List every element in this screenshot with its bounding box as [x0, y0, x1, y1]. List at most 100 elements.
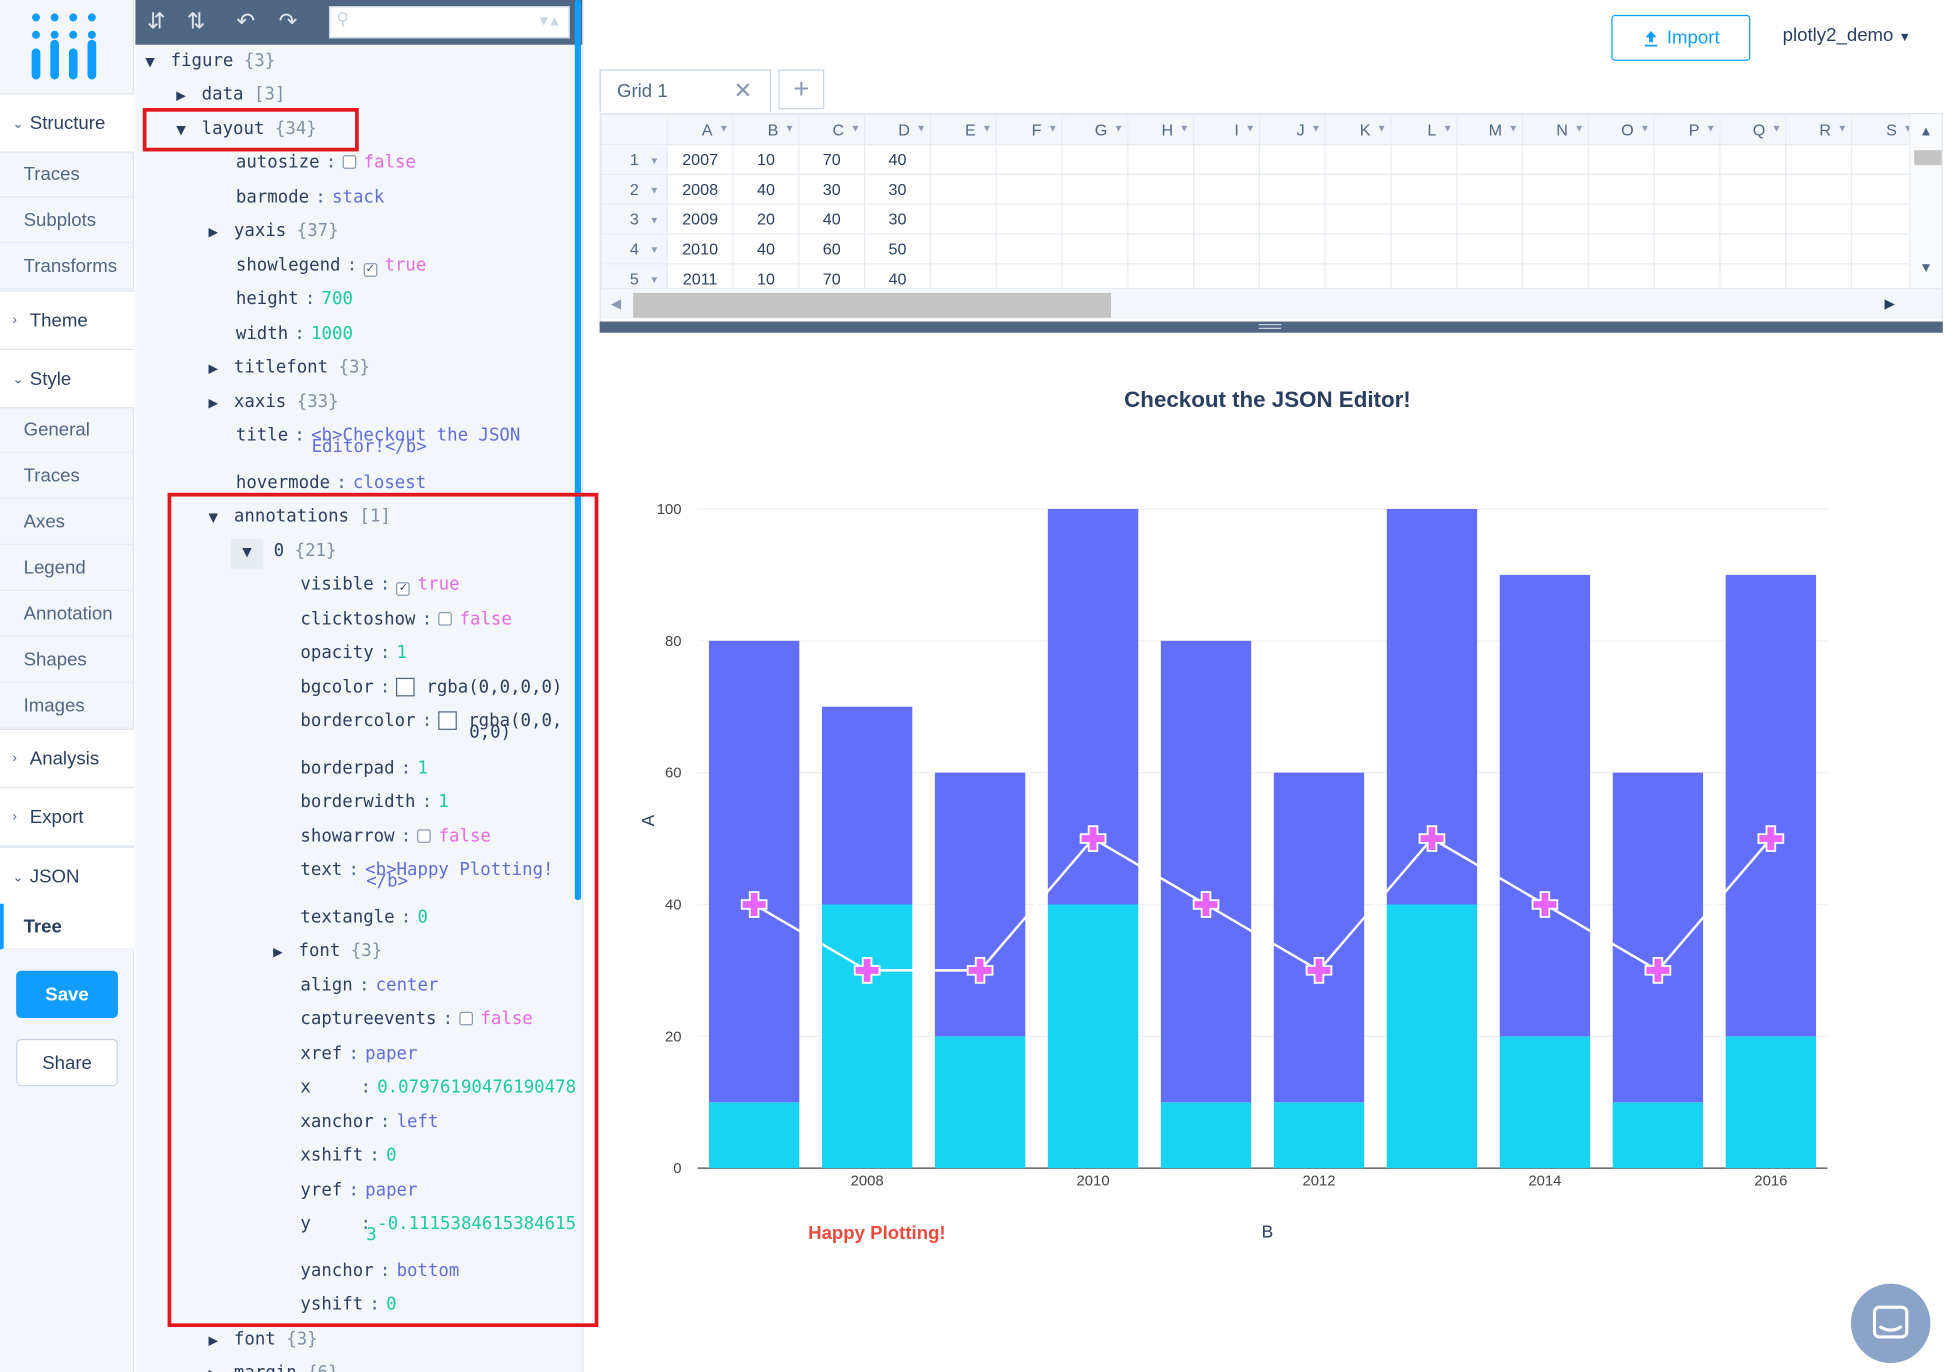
nav-item-transforms[interactable]: Transforms: [0, 243, 135, 290]
collapse-triangle-icon[interactable]: ▼: [145, 55, 155, 70]
json-value[interactable]: -0.1115384615384615: [377, 1214, 577, 1234]
column-header[interactable]: P ▼: [1653, 114, 1721, 146]
nav-item-shapes[interactable]: Shapes: [0, 637, 135, 683]
expand-triangle-icon[interactable]: ▶: [273, 945, 283, 960]
json-value[interactable]: rgba(0,0,0,0): [426, 677, 563, 698]
dropdown-arrow-icon[interactable]: ▼: [982, 122, 992, 135]
column-header[interactable]: I ▼: [1192, 114, 1261, 146]
nav-item-images[interactable]: Images: [0, 683, 135, 729]
json-node-yaxis[interactable]: ▶ yaxis {37}: [209, 215, 339, 247]
grid-cell[interactable]: [1390, 233, 1458, 265]
json-node-margin[interactable]: ▶ margin {6}: [209, 1357, 339, 1372]
close-icon[interactable]: ✕: [733, 78, 753, 104]
json-value[interactable]: 1000: [311, 324, 353, 344]
grid-cell[interactable]: 20: [732, 203, 800, 235]
grid-cell[interactable]: [1456, 233, 1524, 265]
bar-segment[interactable]: [821, 904, 913, 1169]
bar-segment[interactable]: [1499, 574, 1591, 1037]
json-value[interactable]: 0: [417, 907, 428, 928]
grid-cell[interactable]: 30: [798, 173, 866, 205]
expand-triangle-icon[interactable]: ▶: [176, 89, 186, 104]
dropdown-arrow-icon[interactable]: ▼: [718, 122, 729, 135]
chart-annotation[interactable]: Happy Plotting!: [808, 1222, 945, 1243]
grid-cell[interactable]: [1390, 203, 1458, 235]
json-field-clicktoshow[interactable]: clicktoshow: false: [300, 609, 512, 630]
grid-cell[interactable]: 2010: [666, 233, 734, 265]
grid-cell[interactable]: [1521, 144, 1589, 176]
expand-triangle-icon[interactable]: ▶: [209, 1359, 224, 1372]
json-field-visible[interactable]: visible: ✓ true: [300, 574, 460, 596]
grid-cell[interactable]: [1192, 144, 1261, 176]
dropdown-arrow-icon[interactable]: ▼: [1047, 122, 1058, 135]
color-swatch[interactable]: [396, 677, 416, 697]
grid-cell[interactable]: [1456, 203, 1524, 235]
grid-cell[interactable]: [1653, 233, 1721, 265]
cross-marker[interactable]: [1531, 891, 1559, 918]
grid-cell[interactable]: [1061, 144, 1129, 176]
grid-cell[interactable]: [1061, 173, 1129, 205]
grid-cell[interactable]: [1324, 233, 1392, 265]
json-node-annotation-font[interactable]: ▶ font {3}: [273, 935, 382, 967]
json-node-annotation-0[interactable]: ▼ 0 {21}: [230, 535, 336, 569]
checkbox-checked[interactable]: ✓: [396, 582, 411, 596]
json-field-textangle[interactable]: textangle:0: [300, 907, 428, 928]
json-field-autosize[interactable]: autosize: false: [235, 152, 416, 173]
grid-cell[interactable]: [1192, 173, 1261, 205]
share-button[interactable]: Share: [16, 1039, 118, 1087]
bar-segment[interactable]: [1612, 772, 1704, 1103]
grid-cell[interactable]: [1719, 173, 1787, 205]
bar-segment[interactable]: [1725, 1036, 1817, 1169]
dropdown-arrow-icon[interactable]: ▼: [1442, 122, 1453, 135]
bar-segment[interactable]: [1499, 1036, 1591, 1169]
dropdown-arrow-icon[interactable]: ▼: [1311, 122, 1321, 135]
grid-cell[interactable]: [1719, 144, 1787, 176]
bar-segment[interactable]: [1160, 1102, 1252, 1169]
grid-cell[interactable]: [1061, 233, 1129, 265]
row-header[interactable]: 2 ▼: [600, 173, 668, 205]
grid-cell[interactable]: [1785, 233, 1853, 265]
grid-cell[interactable]: 40: [798, 203, 866, 235]
json-value[interactable]: 0.07976190476190478: [377, 1077, 577, 1098]
column-header[interactable]: N ▼: [1521, 114, 1589, 146]
grid-cell[interactable]: [1719, 233, 1787, 265]
dropdown-arrow-icon[interactable]: ▼: [1113, 122, 1124, 135]
json-value[interactable]: paper: [365, 1044, 418, 1064]
json-field-yshift[interactable]: yshift:0: [300, 1294, 397, 1315]
grid-cell[interactable]: [1258, 173, 1326, 205]
grid-cell[interactable]: [1390, 173, 1458, 205]
json-value[interactable]: stack: [332, 187, 385, 208]
column-header[interactable]: D ▼: [864, 114, 932, 146]
nav-item-annotation[interactable]: Annotation: [0, 591, 135, 637]
bar-segment[interactable]: [1725, 574, 1817, 1037]
column-header[interactable]: R ▼: [1785, 114, 1853, 146]
dropdown-arrow-icon[interactable]: ▼: [649, 274, 660, 286]
nav-item-axes[interactable]: Axes: [0, 499, 135, 545]
row-header[interactable]: 4 ▼: [600, 233, 668, 265]
grid-cell[interactable]: [1521, 203, 1589, 235]
json-search-input[interactable]: ⚲ ▼▲: [328, 6, 570, 39]
json-value[interactable]: <b>Happy Plotting!: [365, 860, 554, 881]
grid-vertical-scrollbar[interactable]: ▲ ▼: [1909, 114, 1942, 289]
grid-horizontal-scrollbar[interactable]: ◀ ▶: [600, 288, 1942, 320]
nav-group-export[interactable]: › Export: [0, 787, 135, 847]
grid-cell[interactable]: [1258, 233, 1326, 265]
grid-cell[interactable]: [1127, 203, 1195, 235]
bar-segment[interactable]: [1386, 904, 1478, 1169]
user-menu[interactable]: plotly2_demo ▼: [1783, 25, 1911, 46]
checkbox-unchecked[interactable]: [342, 155, 357, 169]
json-value[interactable]: 1: [417, 758, 428, 779]
json-field-bgcolor[interactable]: bgcolor: rgba(0,0,0,0): [300, 677, 563, 698]
grid-cell[interactable]: 60: [798, 233, 866, 265]
bar-segment[interactable]: [1047, 904, 1139, 1169]
json-value[interactable]: 1: [438, 792, 449, 812]
import-button[interactable]: Import: [1611, 14, 1751, 61]
grid-cell[interactable]: [1653, 173, 1721, 205]
save-button[interactable]: Save: [16, 970, 118, 1018]
grid-cell[interactable]: [1850, 203, 1918, 235]
cross-marker[interactable]: [1079, 825, 1107, 852]
dropdown-arrow-icon[interactable]: ▼: [1245, 122, 1256, 135]
collapse-triangle-icon[interactable]: ▼: [208, 511, 219, 526]
search-nav-arrows-icon[interactable]: ▼▲: [539, 12, 562, 29]
grid-cell[interactable]: 30: [864, 173, 932, 205]
dropdown-arrow-icon[interactable]: ▼: [649, 184, 660, 197]
